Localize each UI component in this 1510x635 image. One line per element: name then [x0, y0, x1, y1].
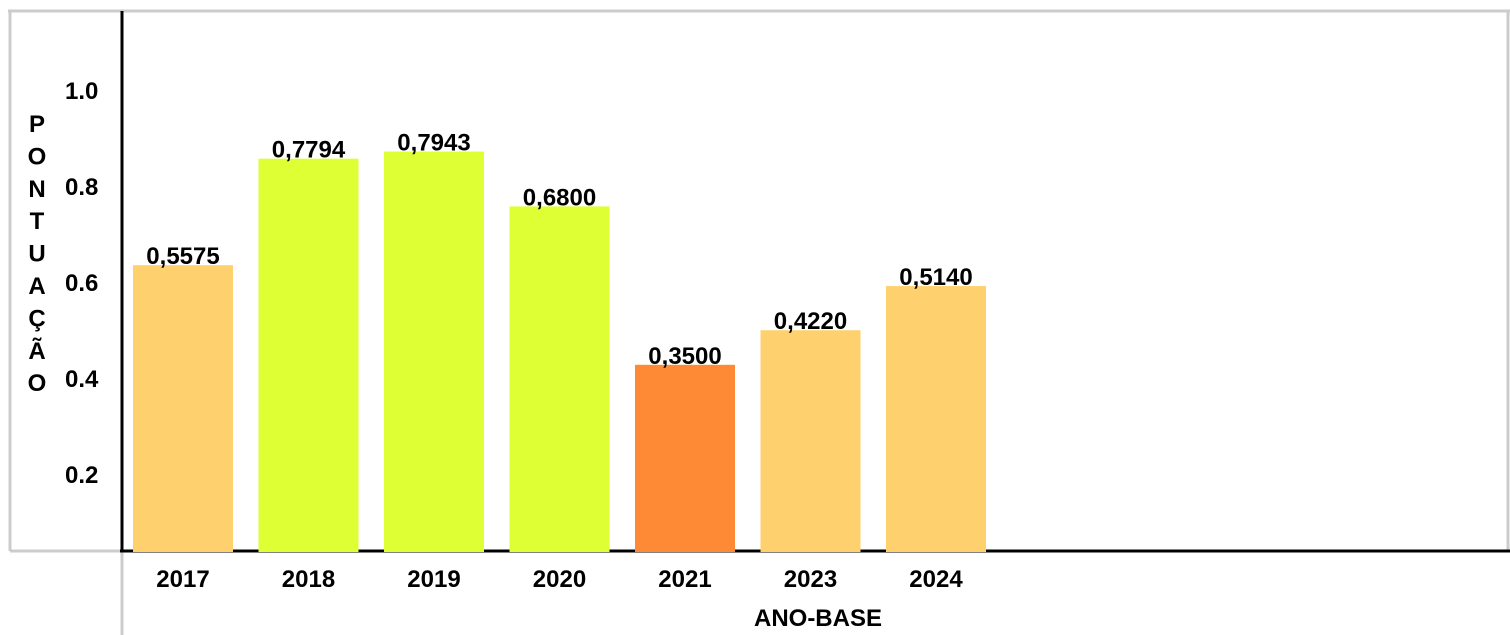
bar-2018 — [258, 158, 359, 553]
y-tick-label: 1.0 — [65, 78, 98, 105]
y-tick-label: 0.6 — [65, 270, 98, 297]
bar-2024 — [886, 286, 986, 552]
value-labels-group: 0,5575 0,7794 0,7943 0,6800 0,3500 0,4220 0,51… — [146, 130, 972, 370]
y-axis-title-letter: P — [29, 111, 45, 138]
y-axis-title-letter: O — [28, 143, 47, 170]
bar-2017 — [133, 265, 233, 552]
y-tick-label: 0.8 — [65, 174, 98, 201]
x-tick-label-2019: 2019 — [407, 566, 460, 593]
x-axis-title: ANO-BASE — [754, 605, 882, 632]
y-axis-title-letter: U — [28, 241, 45, 268]
y-axis-title-letter: O — [28, 370, 47, 397]
x-tick-label-2023: 2023 — [784, 566, 837, 593]
value-label-2024: 0,5140 — [899, 264, 972, 291]
x-tick-label-2021: 2021 — [658, 566, 711, 593]
x-tick-label-2024: 2024 — [909, 566, 963, 593]
x-tick-labels: 2017 2018 2019 2020 2021 2023 2024 — [156, 566, 963, 593]
bar-2019 — [384, 151, 484, 552]
bar-2023 — [760, 330, 861, 552]
bar-2021 — [635, 364, 735, 552]
y-tick-label: 0.4 — [65, 366, 99, 393]
x-tick-label-2018: 2018 — [282, 566, 335, 593]
y-axis-title-letter: Ç — [28, 305, 45, 332]
x-tick-label-2020: 2020 — [533, 566, 586, 593]
y-axis-title-letter: N — [28, 176, 45, 203]
value-label-2023: 0,4220 — [774, 308, 847, 335]
value-label-2021: 0,3500 — [648, 343, 721, 370]
y-tick-labels: 0.2 0.4 0.6 0.8 1.0 — [65, 78, 99, 489]
x-tick-label-2017: 2017 — [156, 566, 209, 593]
y-tick-label: 0.2 — [65, 462, 98, 489]
bars-group — [133, 151, 986, 553]
y-axis-title-letter: Ã — [28, 337, 45, 365]
y-axis-title-letter: A — [28, 273, 45, 300]
value-label-2020: 0,6800 — [523, 184, 596, 211]
value-label-2018: 0,7794 — [272, 137, 346, 164]
y-axis-title-letter: T — [30, 208, 45, 235]
bar-2020 — [509, 206, 610, 552]
value-label-2019: 0,7943 — [397, 130, 470, 157]
value-label-2017: 0,5575 — [146, 243, 219, 270]
